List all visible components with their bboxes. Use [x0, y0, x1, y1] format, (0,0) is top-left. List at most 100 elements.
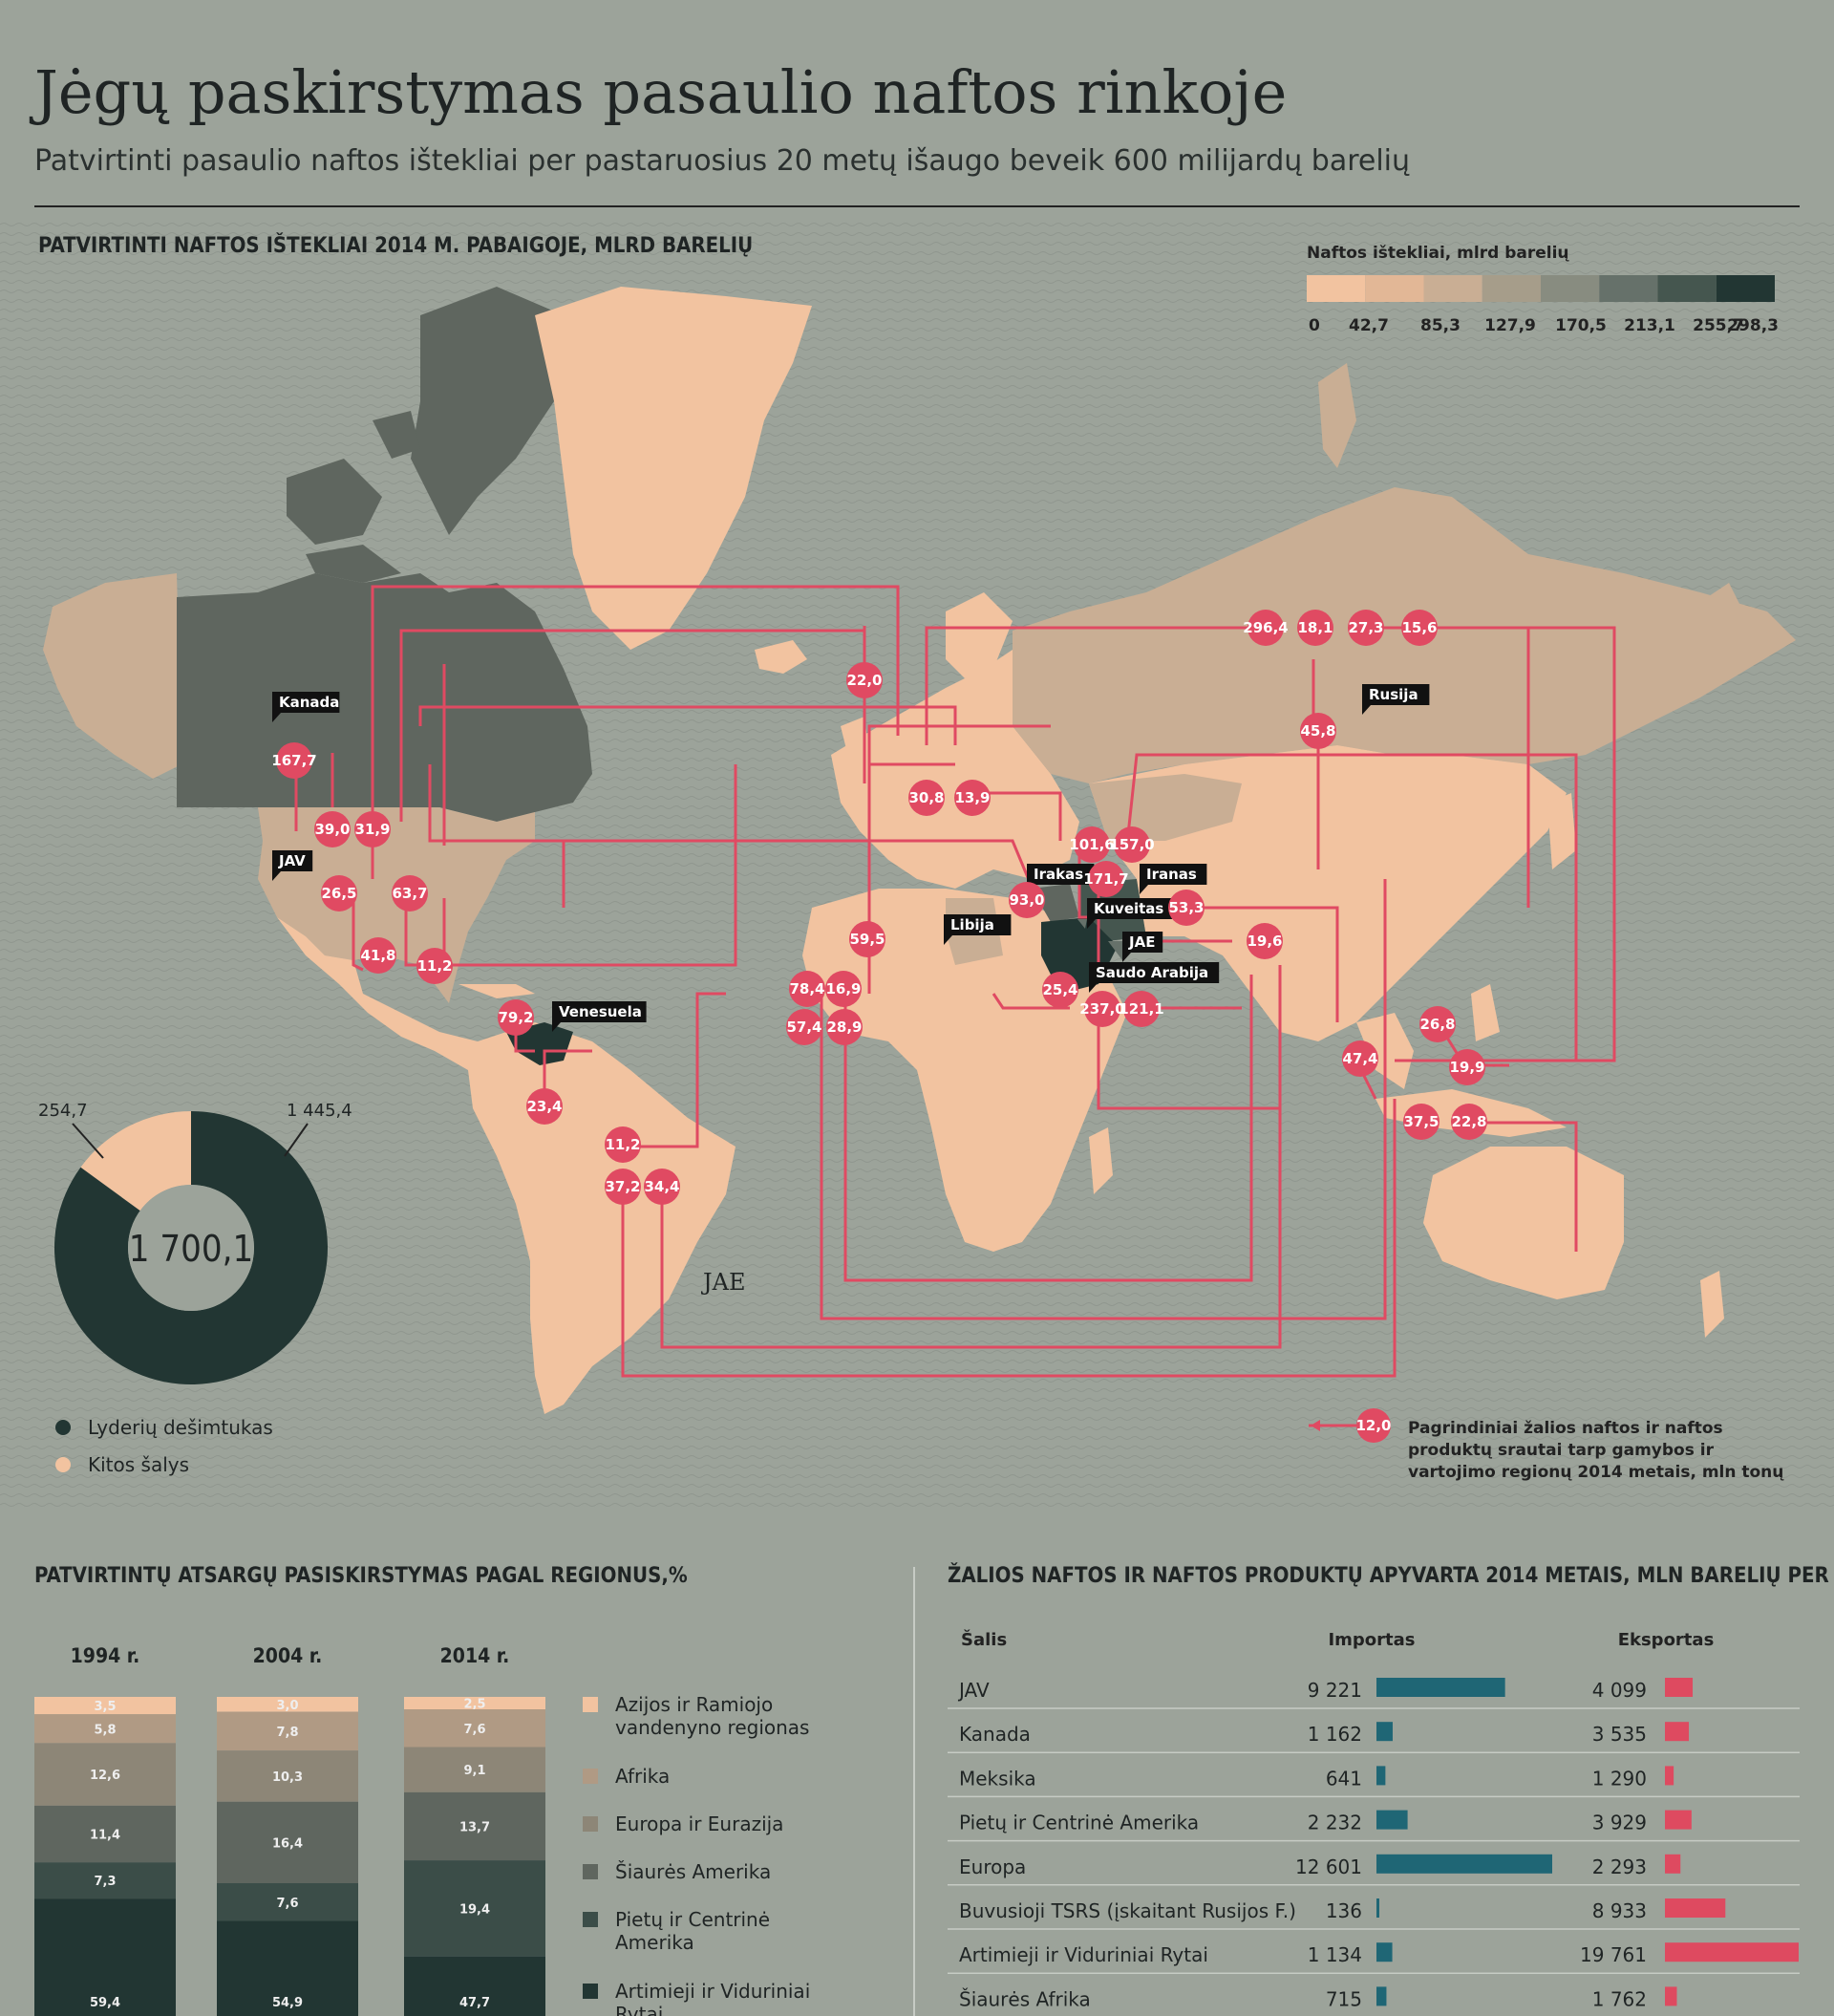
table-header-export: Eksportas	[1618, 1630, 1715, 1650]
flow-legend-line-2: produktų srautai tarp gamybos ir	[1408, 1441, 1715, 1460]
flow-bubble: 78,4	[789, 971, 825, 1007]
stacked-segment	[404, 1860, 545, 1957]
table-row-export: 8 933	[1592, 1899, 1647, 1922]
stacked-legend-label: Amerika	[615, 1931, 694, 1954]
stacked-segment	[404, 1956, 545, 2016]
flow-bubble: 22,0	[846, 662, 883, 698]
flow-value: 15,6	[1401, 619, 1437, 636]
table-row-name: Meksika	[959, 1767, 1036, 1790]
flow-value: 28,9	[826, 1019, 862, 1036]
flow-value: 13,9	[954, 789, 990, 806]
country-tag-label: JAE	[1128, 933, 1155, 951]
stacked-segment	[34, 1697, 176, 1715]
export-bar	[1665, 1810, 1692, 1830]
flow-bubble: 22,8	[1451, 1104, 1487, 1140]
stacked-segment-label: 7,8	[276, 1726, 298, 1740]
flow-bubble: 15,6	[1401, 610, 1438, 646]
stacked-legend-swatch	[583, 1697, 598, 1712]
flow-bubble: 13,9	[954, 780, 991, 816]
flow-bubble: 31,9	[354, 811, 391, 847]
flow-bubble: 28,9	[826, 1009, 863, 1045]
table-row-name: Artimieji ir Viduriniai Rytai	[959, 1943, 1208, 1966]
country-tag-label: Kuveitas	[1094, 900, 1163, 917]
table-header-country: Šalis	[961, 1629, 1007, 1650]
flow-value: 26,5	[321, 885, 356, 902]
import-bar	[1376, 1810, 1408, 1830]
table-row-export: 1 290	[1592, 1767, 1647, 1790]
donut-legend-swatch	[55, 1457, 71, 1472]
legend-tick: 0	[1309, 316, 1320, 335]
flow-value: 57,4	[786, 1019, 821, 1036]
stacked-segment	[217, 1801, 358, 1883]
flow-bubble: 121,1	[1119, 991, 1164, 1027]
flow-value: 27,3	[1348, 619, 1383, 636]
country-tag-label: Rusija	[1369, 686, 1418, 703]
donut-legend-other: Kitos šalys	[88, 1453, 189, 1476]
donut-slice-1	[80, 1111, 191, 1212]
table-row-import: 136	[1326, 1899, 1362, 1922]
flow-value: 22,8	[1451, 1113, 1486, 1130]
country-tag: Kuveitas	[1087, 898, 1173, 929]
table-row-import: 9 221	[1308, 1679, 1362, 1702]
flow-bubble: 23,4	[526, 1088, 563, 1125]
stacked-segment	[404, 1709, 545, 1748]
stacked-legend-label: Afrika	[615, 1765, 670, 1788]
table-row-import: 715	[1326, 1987, 1362, 2010]
stacked-legend-label: Šiaurės Amerika	[615, 1860, 771, 1883]
stacked-segment-label: 10,3	[272, 1770, 303, 1785]
country-tag: Iranas	[1140, 864, 1207, 894]
table-row: Šiaurės Afrika 715 1 762	[959, 1986, 1677, 2010]
kuwait	[1077, 919, 1087, 929]
flow-value: 47,4	[1342, 1050, 1377, 1067]
flow-bubble: 171,7	[1083, 861, 1129, 897]
flow-bubble: 27,3	[1348, 610, 1384, 646]
flow-bubble: 19,6	[1247, 923, 1283, 959]
flow-bubble: 30,8	[908, 780, 945, 816]
table-row-import: 12 601	[1295, 1855, 1362, 1878]
table-row-export: 4 099	[1592, 1679, 1647, 1702]
stacked-segment	[34, 1898, 176, 2016]
flow-value: 25,4	[1042, 981, 1077, 998]
country-tag: Rusija	[1362, 684, 1430, 715]
stacked-legend-swatch	[583, 1912, 598, 1927]
legend-swatch	[1541, 275, 1600, 302]
stacked-segment	[404, 1747, 545, 1792]
stacked-segment	[404, 1791, 545, 1861]
stacked-legend-swatch	[583, 1769, 598, 1784]
table-row-export: 19 761	[1580, 1943, 1647, 1966]
flow-value: 41,8	[360, 947, 395, 964]
flow-bubble: 237,0	[1079, 991, 1125, 1027]
europe	[831, 650, 1079, 889]
stacked-segment-label: 11,4	[90, 1829, 120, 1843]
donut-legend-swatch	[55, 1420, 71, 1435]
legend-tick: 127,9	[1484, 316, 1536, 335]
table-row-name: Buvusioji TSRS (įskaitant Rusijos F.)	[959, 1899, 1296, 1922]
page-title: Jėgų paskirstymas pasaulio naftos rinkoj…	[29, 57, 1287, 127]
donut-label-other: 254,7	[38, 1101, 88, 1121]
country-tag: Libija	[944, 914, 1012, 945]
stacked-segment-label: 7,6	[463, 1723, 485, 1737]
legend-tick: 42,7	[1349, 316, 1389, 335]
stacked-segment	[34, 1743, 176, 1806]
country-tag-label: Venesuela	[559, 1003, 642, 1020]
stacked-segment-label: 5,8	[94, 1723, 116, 1737]
country-tag-label: Iranas	[1146, 866, 1197, 883]
legend-swatch	[1423, 275, 1482, 302]
flow-legend: 12,0 Pagrindiniai žalios naftos ir nafto…	[1311, 1408, 1784, 1482]
flow-bubble: 37,2	[605, 1169, 641, 1205]
country-tag-label: Kanada	[279, 694, 339, 711]
stacked-legend-label: vandenyno regionas	[615, 1716, 809, 1739]
flow-bubble: 63,7	[392, 875, 428, 911]
country-tag: Irakas	[1027, 864, 1095, 894]
export-bar	[1665, 1986, 1677, 2006]
table-row-name: JAV	[957, 1679, 990, 1702]
table-row: Artimieji ir Viduriniai Rytai 1 134 19 761	[948, 1942, 1800, 1974]
flow-legend-line-3: vartojimo regionų 2014 metais, mln tonų	[1408, 1463, 1784, 1482]
uk	[841, 717, 869, 764]
flow-bubble: 45,8	[1300, 713, 1336, 749]
stacked-segment	[34, 1805, 176, 1863]
table-row-name: Kanada	[959, 1723, 1031, 1746]
export-bar	[1665, 1766, 1674, 1786]
legend-swatch	[1365, 275, 1424, 302]
